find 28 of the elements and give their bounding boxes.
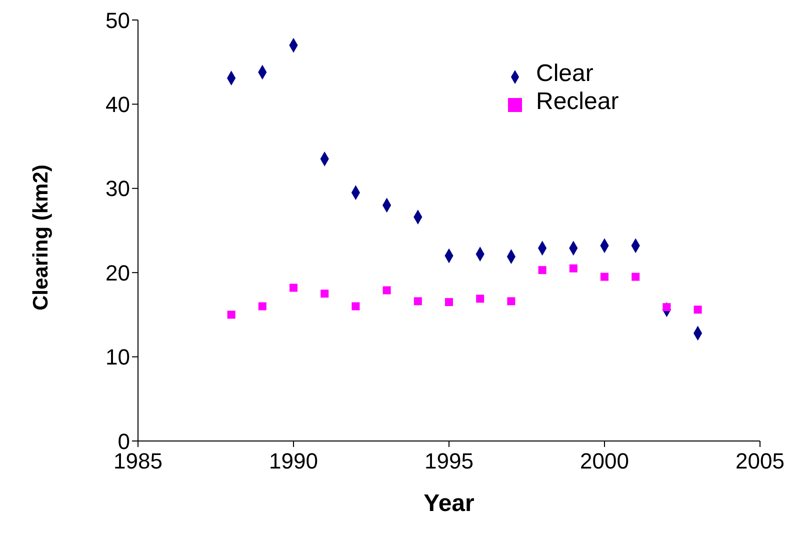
y-tick-label: 40 <box>106 92 130 118</box>
x-tick-label: 1995 <box>424 448 474 474</box>
point <box>507 297 516 306</box>
legend-label: Reclear <box>536 88 619 115</box>
y-tick-label: 30 <box>106 176 130 202</box>
x-tick-label: 2000 <box>580 448 629 474</box>
point <box>227 310 236 319</box>
point <box>352 302 360 310</box>
x-axis-title: Year <box>424 490 474 517</box>
y-axis-title: Clearing (km2) <box>29 164 52 310</box>
point <box>569 264 578 272</box>
point <box>320 290 329 298</box>
point <box>632 272 640 281</box>
point <box>414 297 422 306</box>
point <box>476 294 484 303</box>
point <box>694 306 702 314</box>
point <box>382 286 391 294</box>
y-tick-label: 10 <box>106 344 130 370</box>
y-tick-label: 50 <box>106 8 130 33</box>
point <box>538 266 546 274</box>
x-tick-label: 2005 <box>736 448 784 474</box>
point <box>600 272 608 281</box>
point <box>290 284 298 292</box>
point <box>258 302 266 310</box>
point <box>445 298 453 306</box>
x-tick-label: 1990 <box>269 448 318 474</box>
y-tick-label: 20 <box>106 260 130 286</box>
legend-label: Clear <box>536 60 594 87</box>
